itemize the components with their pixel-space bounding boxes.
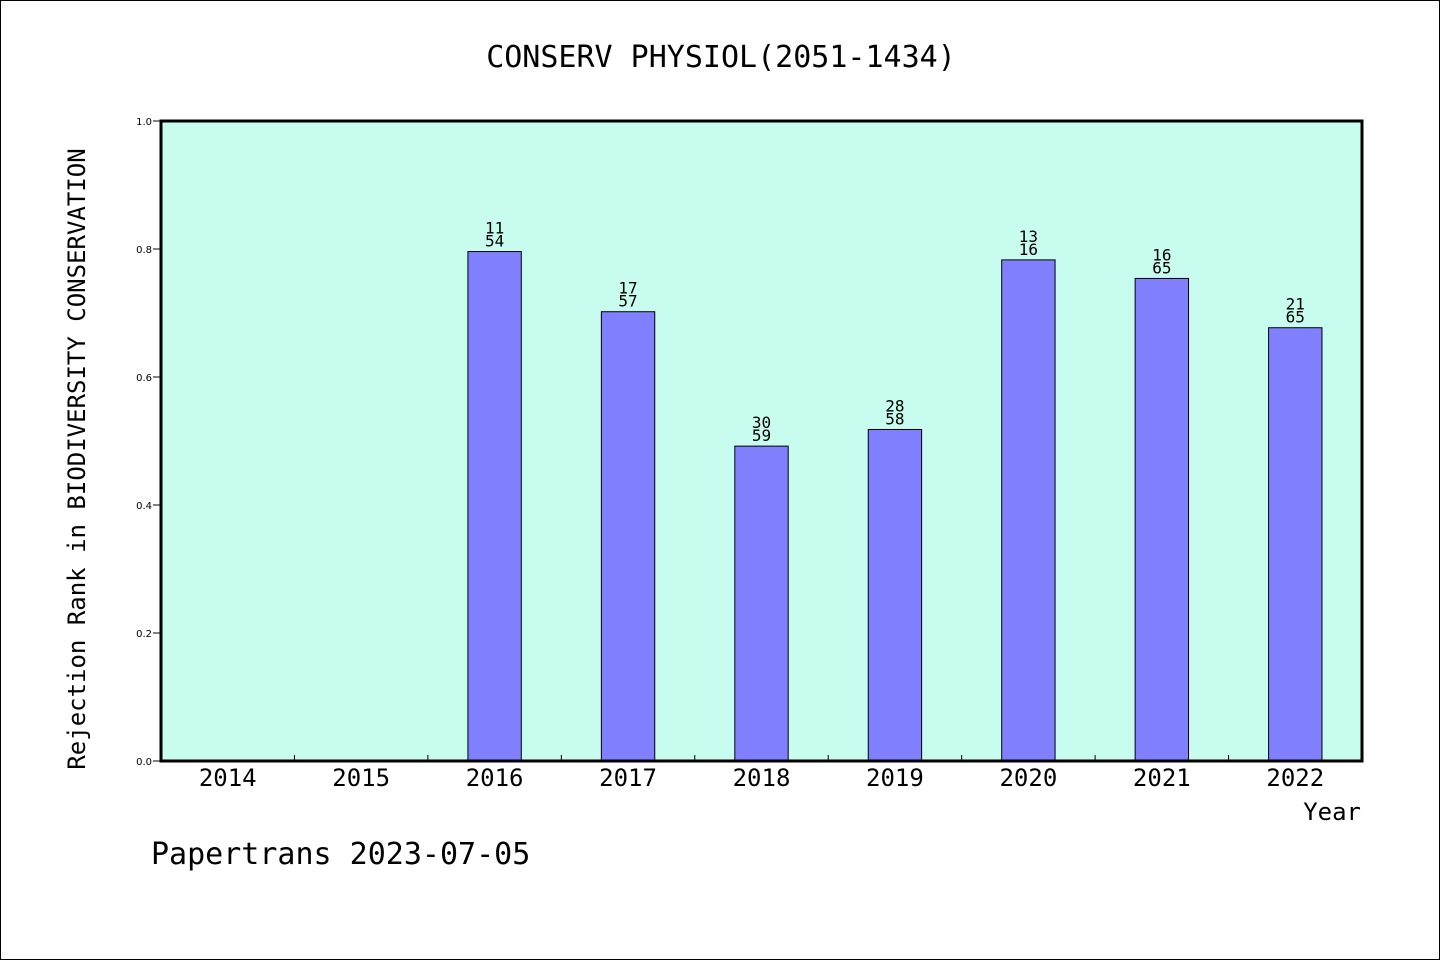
bar-label-top: 17 [618,279,637,298]
x-tick-label: 2020 [999,764,1057,792]
bar-label-top: 13 [1019,227,1038,246]
x-tick-label: 2015 [332,764,390,792]
bar-label-bottom: 58 [885,409,904,428]
x-tick-label: 2014 [199,764,257,792]
y-tick-label: 0.2 [136,629,152,640]
y-tick-label: 0.6 [136,373,152,384]
bar-label-top: 11 [485,219,504,238]
bar-label-bottom: 65 [1286,308,1305,327]
bar-label-bottom: 59 [752,426,771,445]
bar-label-top: 16 [1152,245,1171,264]
y-axis-ticks: 0.0 0.2 0.4 0.6 0.8 1.0 [136,117,161,768]
y-axis-label: Rejection Rank in BIODIVERSITY CONSERVAT… [63,148,91,769]
x-tick-label: 2022 [1266,764,1324,792]
chart-title: CONSERV PHYSIOL(2051-1434) [486,40,956,75]
x-tick-label: 2018 [733,764,791,792]
y-tick-label: 0.4 [136,501,152,512]
footer-stamp: Papertrans 2023-07-05 [151,837,530,872]
x-tick-label: 2019 [866,764,924,792]
bar-2022 [1268,327,1323,762]
y-tick-label: 0.8 [136,245,152,256]
bar-2021 [1134,277,1190,762]
x-axis-label: Year [1303,798,1361,826]
y-tick-label: 1.0 [136,117,152,128]
bar-2017 [600,311,656,762]
x-axis-ticks: 2014 2015 2016 2017 2018 2019 2020 2021 2022 [199,755,1324,792]
bar-label-bottom: 54 [485,232,504,251]
bar-2020 [1001,259,1056,762]
x-tick-label: 2016 [466,764,524,792]
y-tick-label: 0.0 [136,757,152,768]
bar-label-top: 30 [752,413,771,432]
bar-label-bottom: 16 [1019,240,1038,259]
bar-label-bottom: 65 [1152,258,1171,277]
bar-2016 [467,251,522,762]
bar-label-top: 21 [1286,295,1305,314]
plot-border [159,119,1364,763]
bar-2019 [867,428,923,762]
bar-label-bottom: 57 [618,292,637,311]
bar-label-top: 28 [885,396,904,415]
bars-layer [467,251,1323,762]
bar-2018 [734,445,789,762]
x-tick-label: 2021 [1133,764,1191,792]
x-tick-label: 2017 [599,764,657,792]
